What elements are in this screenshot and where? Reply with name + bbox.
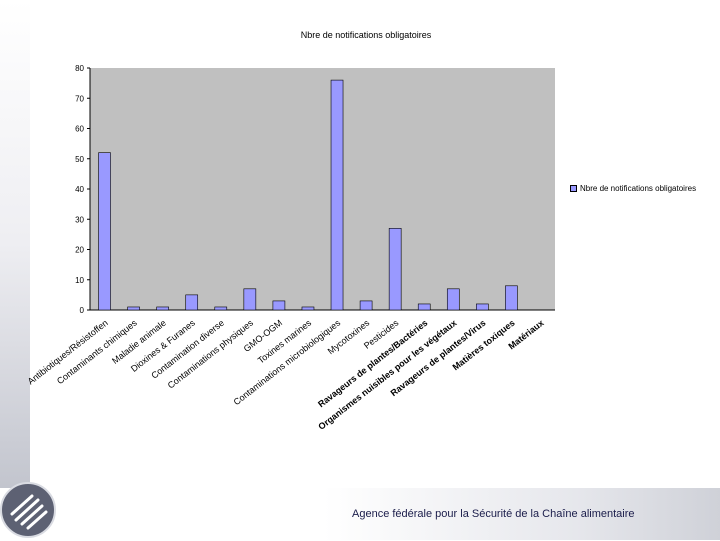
bar [243, 288, 257, 311]
bars [98, 79, 518, 311]
bar [388, 228, 402, 311]
y-tick-label: 0 [80, 306, 85, 315]
legend-swatch [570, 185, 577, 192]
chart-title: Nbre de notifications obligatoires [301, 30, 432, 40]
footer-band [0, 488, 720, 540]
y-tick-label: 40 [75, 185, 84, 194]
bar [417, 303, 431, 311]
legend-label: Nbre de notifications obligatoires [580, 184, 697, 193]
y-tick-label: 10 [75, 276, 84, 285]
y-tick-label: 50 [75, 155, 84, 164]
bar [127, 306, 140, 311]
bar-chart: Nbre de notifications obligatoires 0 10 20… [26, 30, 555, 432]
bar [359, 300, 373, 311]
y-tick-label: 80 [75, 64, 84, 73]
y-tick-label: 70 [75, 94, 84, 103]
bar [505, 285, 518, 311]
legend: Nbre de notifications obligatoires [570, 184, 696, 193]
y-axis-ticks: 0 10 20 30 40 50 60 70 80 [75, 64, 90, 315]
bar [214, 306, 228, 311]
bar [330, 79, 344, 311]
bar [98, 152, 111, 311]
fork-icon [0, 482, 56, 538]
y-tick-label: 60 [75, 125, 84, 134]
left-decor-bar [0, 0, 30, 540]
y-tick-label: 30 [75, 215, 84, 224]
bar [476, 303, 489, 311]
bar [446, 288, 460, 311]
plot-area [90, 68, 555, 310]
y-tick-label: 20 [75, 246, 84, 255]
bar [156, 306, 169, 311]
bar [301, 306, 315, 311]
footer-agency-text: Agence fédérale pour la Sécurité de la C… [352, 508, 635, 520]
bar [272, 300, 286, 311]
bar [185, 294, 199, 311]
